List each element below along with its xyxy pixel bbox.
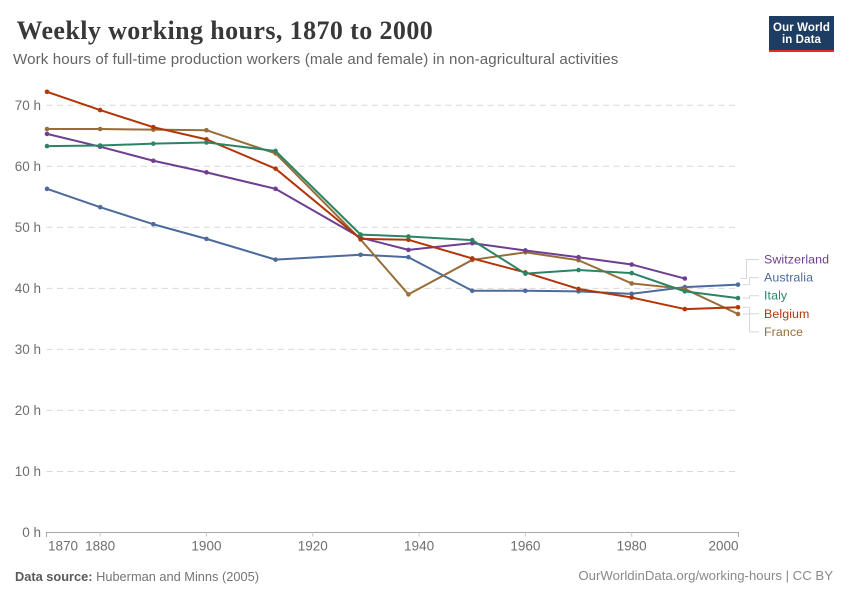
svg-text:Switzerland: Switzerland [764, 253, 829, 267]
svg-text:1940: 1940 [404, 538, 434, 553]
svg-text:France: France [764, 325, 803, 339]
svg-text:40 h: 40 h [15, 281, 41, 296]
svg-text:1960: 1960 [510, 538, 540, 553]
svg-text:1880: 1880 [85, 538, 115, 553]
svg-text:60 h: 60 h [15, 159, 41, 174]
svg-text:2000: 2000 [708, 538, 738, 553]
svg-text:1920: 1920 [298, 538, 328, 553]
svg-text:Australia: Australia [764, 271, 813, 285]
svg-text:1980: 1980 [617, 538, 647, 553]
svg-text:20 h: 20 h [15, 403, 41, 418]
svg-text:0 h: 0 h [22, 525, 41, 540]
svg-text:10 h: 10 h [15, 464, 41, 479]
svg-text:Italy: Italy [764, 289, 788, 303]
svg-text:50 h: 50 h [15, 220, 41, 235]
svg-text:70 h: 70 h [15, 98, 41, 113]
svg-text:30 h: 30 h [15, 342, 41, 357]
svg-text:1870: 1870 [48, 538, 78, 553]
svg-text:Belgium: Belgium [764, 307, 809, 321]
svg-text:1900: 1900 [191, 538, 221, 553]
